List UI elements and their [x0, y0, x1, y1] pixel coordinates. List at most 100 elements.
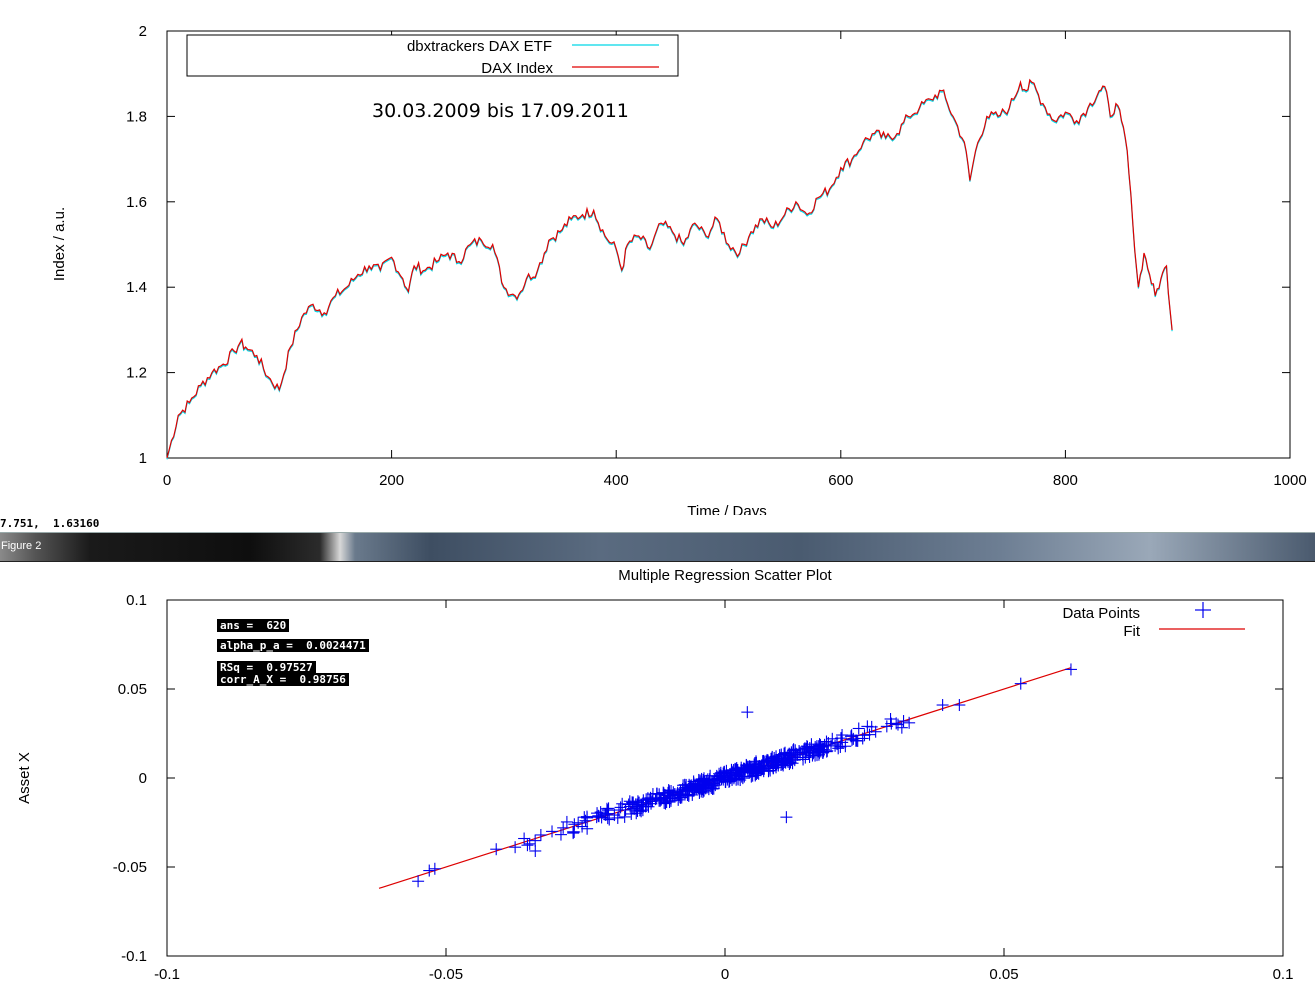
data-point	[423, 864, 436, 877]
data-point	[693, 786, 706, 799]
y-tick-label: 0.1	[126, 592, 147, 609]
data-point	[635, 798, 648, 811]
data-point	[412, 875, 425, 888]
data-point	[774, 752, 787, 765]
data-point	[523, 837, 536, 850]
window-titlebar[interactable]: Figure 2	[0, 532, 1315, 562]
data-point	[773, 749, 786, 762]
y-tick-label: -0.05	[113, 859, 147, 876]
data-point	[576, 820, 589, 833]
data-point	[847, 732, 860, 745]
data-point	[664, 794, 677, 807]
data-point	[717, 766, 730, 779]
data-point	[822, 736, 835, 749]
coordinate-readout: 7.751, 1.63160	[0, 517, 100, 530]
console-line-alpha: alpha_p_a = 0.0024471	[217, 639, 369, 652]
plot-area	[166, 30, 1291, 459]
data-point	[612, 804, 625, 817]
y-axis-label: Index / a.u.	[51, 207, 68, 281]
window-title: Figure 2	[1, 540, 42, 552]
console-line-rsq: RSq = 0.97527	[217, 661, 316, 674]
data-point	[767, 762, 780, 775]
data-point	[702, 783, 715, 796]
dax-series-line	[166, 78, 1173, 459]
y-tick-label: 1.6	[126, 194, 147, 211]
data-point	[724, 770, 737, 783]
data-point	[713, 773, 726, 786]
data-point	[599, 808, 612, 821]
data-point	[590, 811, 603, 824]
legend-entry-etf: dbxtrackers DAX ETF	[407, 38, 552, 55]
data-point	[714, 769, 727, 782]
y-tick-label: 1.8	[126, 108, 147, 125]
data-point	[646, 795, 659, 808]
data-point	[863, 728, 876, 741]
data-point	[602, 802, 615, 815]
date-range-annotation: 30.03.2009 bis 17.09.2011	[372, 100, 629, 122]
data-point	[603, 813, 616, 826]
data-point	[592, 809, 605, 822]
data-point	[428, 862, 441, 875]
data-point	[897, 715, 910, 728]
data-point	[758, 759, 771, 772]
data-point	[657, 791, 670, 804]
data-point	[655, 793, 668, 806]
data-point	[681, 783, 694, 796]
data-point	[780, 811, 793, 824]
data-point	[616, 797, 629, 810]
data-point	[802, 747, 815, 760]
data-point	[754, 764, 767, 777]
x-tick-label: 600	[828, 472, 853, 489]
data-point	[695, 772, 708, 785]
x-tick-label: -0.05	[429, 966, 463, 983]
data-point	[614, 801, 627, 814]
data-point	[626, 802, 639, 815]
data-point	[858, 729, 871, 742]
data-point	[624, 800, 637, 813]
data-point	[748, 757, 761, 770]
data-point	[673, 791, 686, 804]
x-tick-label: 200	[379, 472, 404, 489]
y-tick-label: 1	[139, 450, 147, 467]
data-point	[557, 821, 570, 834]
x-tick-label: 400	[604, 472, 629, 489]
data-point	[852, 722, 865, 735]
data-point	[801, 741, 814, 754]
x-tick-label: 0.05	[989, 966, 1018, 983]
data-point	[679, 784, 692, 797]
x-tick-label: 0	[163, 472, 171, 489]
data-point	[631, 804, 644, 817]
data-point	[836, 736, 849, 749]
legend: Data Points Fit	[1062, 602, 1245, 640]
data-point	[755, 761, 768, 774]
chart-title: Multiple Regression Scatter Plot	[618, 567, 832, 584]
data-point	[611, 811, 624, 824]
data-point	[846, 733, 859, 746]
legend: dbxtrackers DAX ETF DAX Index	[186, 34, 679, 77]
data-point	[813, 743, 826, 756]
data-point	[633, 796, 646, 809]
data-point	[682, 789, 695, 802]
y-tick-label: 1.2	[126, 365, 147, 382]
data-point	[567, 825, 580, 838]
x-tick-label: 1000	[1273, 472, 1306, 489]
data-point	[633, 804, 646, 817]
legend-entry-dax: DAX Index	[481, 60, 553, 77]
data-point	[735, 766, 748, 779]
etf-series-line	[166, 79, 1173, 460]
data-point	[644, 791, 657, 804]
legend-entry-points: Data Points	[1062, 605, 1140, 622]
data-point	[1064, 663, 1077, 676]
data-point	[1014, 677, 1027, 690]
legend-box	[186, 34, 679, 77]
y-tick-label: 0	[139, 770, 147, 787]
legend-entry-fit: Fit	[1123, 623, 1140, 640]
figure-1-plot: 0 200 400 600 800 1000 1 1.2 1.4 1.6 1.8 2 Index / …	[51, 23, 1307, 515]
data-point	[518, 832, 531, 845]
data-point	[579, 814, 592, 827]
data-point	[880, 720, 893, 733]
legend-marker-points	[1195, 602, 1211, 618]
data-point	[746, 763, 759, 776]
data-point	[554, 828, 567, 841]
figure-2-plot: Multiple Regression Scatter Plot -0.1 -0.…	[16, 567, 1293, 983]
